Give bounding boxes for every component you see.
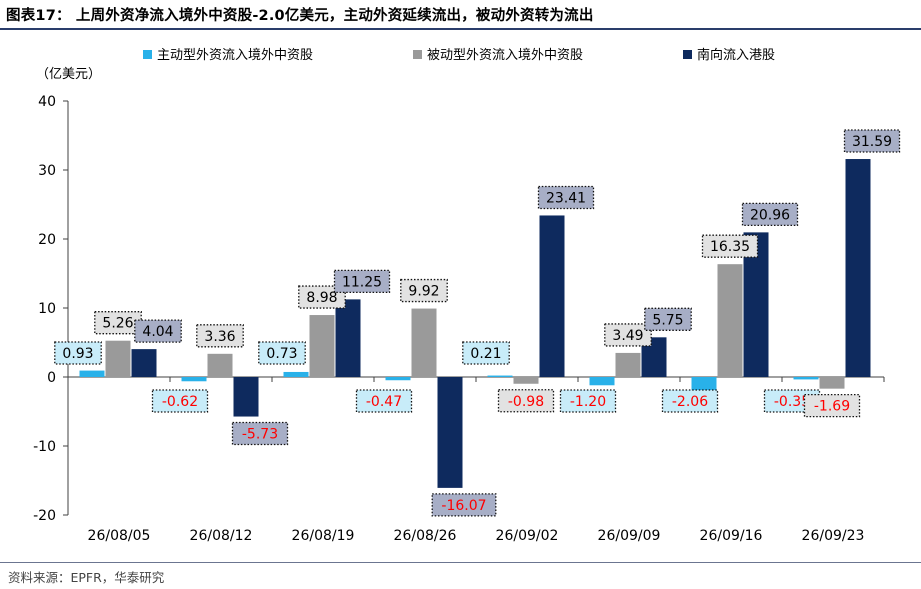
legend-swatch xyxy=(413,50,422,59)
data-label: 20.96 xyxy=(750,207,790,223)
data-label: 23.41 xyxy=(546,190,586,206)
title-divider xyxy=(0,28,921,30)
y-tick-label: 10 xyxy=(38,301,56,317)
bar-series-3 xyxy=(539,215,565,377)
data-label-box xyxy=(258,341,306,365)
data-label: 11.25 xyxy=(342,274,382,290)
y-tick-label: 0 xyxy=(47,370,56,386)
data-label: -2.06 xyxy=(672,394,708,410)
data-label: -1.69 xyxy=(814,399,850,415)
bar-series-1 xyxy=(691,377,717,392)
y-axis-label: （亿美元） xyxy=(36,67,101,82)
data-label-box xyxy=(559,389,617,413)
data-label: -1.20 xyxy=(570,394,606,410)
legend-label: 被动型外资流入境外中资股 xyxy=(427,48,583,63)
data-label: -16.07 xyxy=(441,498,486,514)
bar-series-2 xyxy=(717,264,743,377)
data-label-box xyxy=(803,394,861,418)
bar-series-3 xyxy=(335,299,361,377)
bar-series-3 xyxy=(131,349,157,377)
data-label: 16.35 xyxy=(710,239,750,255)
data-label: 5.75 xyxy=(652,312,683,328)
x-tick-label: 26/09/09 xyxy=(598,528,661,544)
bar-series-3 xyxy=(845,159,871,377)
data-label-box xyxy=(431,493,497,517)
data-label: -5.73 xyxy=(242,427,278,443)
data-label-box xyxy=(333,269,391,294)
source-divider xyxy=(0,562,921,563)
data-labels: 0.93 -0.62 0.73 -0.47 0.21 -1.20 -2.06 -0.35 5.2… xyxy=(54,129,901,517)
data-label: 9.92 xyxy=(408,284,439,300)
data-label: 8.98 xyxy=(306,290,337,306)
data-label-box xyxy=(843,129,901,153)
x-tick-label: 26/08/12 xyxy=(190,528,253,544)
bar-series-3 xyxy=(437,377,463,488)
x-tick-label: 26/08/26 xyxy=(394,528,457,544)
bar-series-1 xyxy=(793,377,819,380)
data-label: -0.35 xyxy=(774,394,810,410)
bar-chart: （亿美元） 主动型外资流入境外中资股 被动型外资流入境外中资股 南向流入港股 -20… xyxy=(33,47,901,544)
data-label-box xyxy=(497,389,555,413)
bar-series-3 xyxy=(233,377,259,417)
data-label-box xyxy=(151,389,209,413)
data-label-box xyxy=(462,341,510,365)
data-label-box xyxy=(196,324,244,348)
y-tick-label: -10 xyxy=(33,439,56,455)
data-label: 3.36 xyxy=(204,329,235,345)
legend-label: 南向流入港股 xyxy=(697,47,775,63)
bar-series-1 xyxy=(283,371,309,377)
data-label: 4.04 xyxy=(142,324,173,340)
data-label: 5.26 xyxy=(102,316,133,332)
data-label-box xyxy=(741,202,799,227)
bar-series-1 xyxy=(385,377,411,381)
bar-series-2 xyxy=(105,340,131,377)
bar-series-2 xyxy=(411,308,437,377)
legend-swatch xyxy=(143,50,152,59)
data-label: -0.98 xyxy=(508,394,544,410)
bar-series-2 xyxy=(819,377,845,389)
bar-series-1 xyxy=(589,377,615,386)
data-label-box xyxy=(701,234,759,258)
data-label-box xyxy=(298,285,346,309)
data-label-box xyxy=(54,341,102,365)
x-tick-label: 26/08/19 xyxy=(292,528,355,544)
data-label: -0.62 xyxy=(162,394,198,410)
y-tick-label: 20 xyxy=(38,232,56,248)
data-label-box xyxy=(537,185,595,210)
x-tick-label: 26/08/05 xyxy=(88,528,151,544)
data-label: 3.49 xyxy=(612,328,643,344)
bar-series-2 xyxy=(207,353,233,377)
x-tick-label: 26/09/23 xyxy=(802,528,865,544)
legend: 主动型外资流入境外中资股 被动型外资流入境外中资股 南向流入港股 xyxy=(143,47,775,63)
data-label-box xyxy=(231,421,289,446)
source-note: 资料来源：EPFR，华泰研究 xyxy=(8,570,165,585)
data-label-box xyxy=(134,319,182,343)
legend-label: 主动型外资流入境外中资股 xyxy=(157,48,313,63)
data-label: 31.59 xyxy=(852,134,892,150)
bar-series-1 xyxy=(79,370,105,377)
data-label-box xyxy=(400,278,448,303)
bar-series-2 xyxy=(513,377,539,384)
bar-series-1 xyxy=(181,377,207,382)
y-tick-label: 40 xyxy=(38,94,56,110)
legend-swatch xyxy=(683,50,692,59)
data-label-box xyxy=(661,389,719,413)
data-label-box xyxy=(644,307,692,331)
chart-title: 图表17： 上周外资净流入境外中资股-2.0亿美元，主动外资延续流出，被动外资转… xyxy=(6,8,594,24)
data-label: 0.73 xyxy=(266,346,297,362)
axes: -20 -10 0 10 20 30 40 26/08/05 26/08/12 26/08/19 2… xyxy=(33,94,885,544)
x-tick-label: 26/09/16 xyxy=(700,528,763,544)
bar-series-2 xyxy=(615,352,641,377)
y-tick-label: -20 xyxy=(33,508,56,524)
data-label: 0.21 xyxy=(470,346,501,362)
data-label: 0.93 xyxy=(62,346,93,362)
bar-series-2 xyxy=(309,315,335,377)
data-label-box xyxy=(355,389,413,413)
data-label: -0.47 xyxy=(366,394,402,410)
data-label-box xyxy=(604,323,652,347)
x-tick-label: 26/09/02 xyxy=(496,528,559,544)
y-tick-label: 30 xyxy=(38,163,56,179)
bar-series-1 xyxy=(487,375,513,377)
